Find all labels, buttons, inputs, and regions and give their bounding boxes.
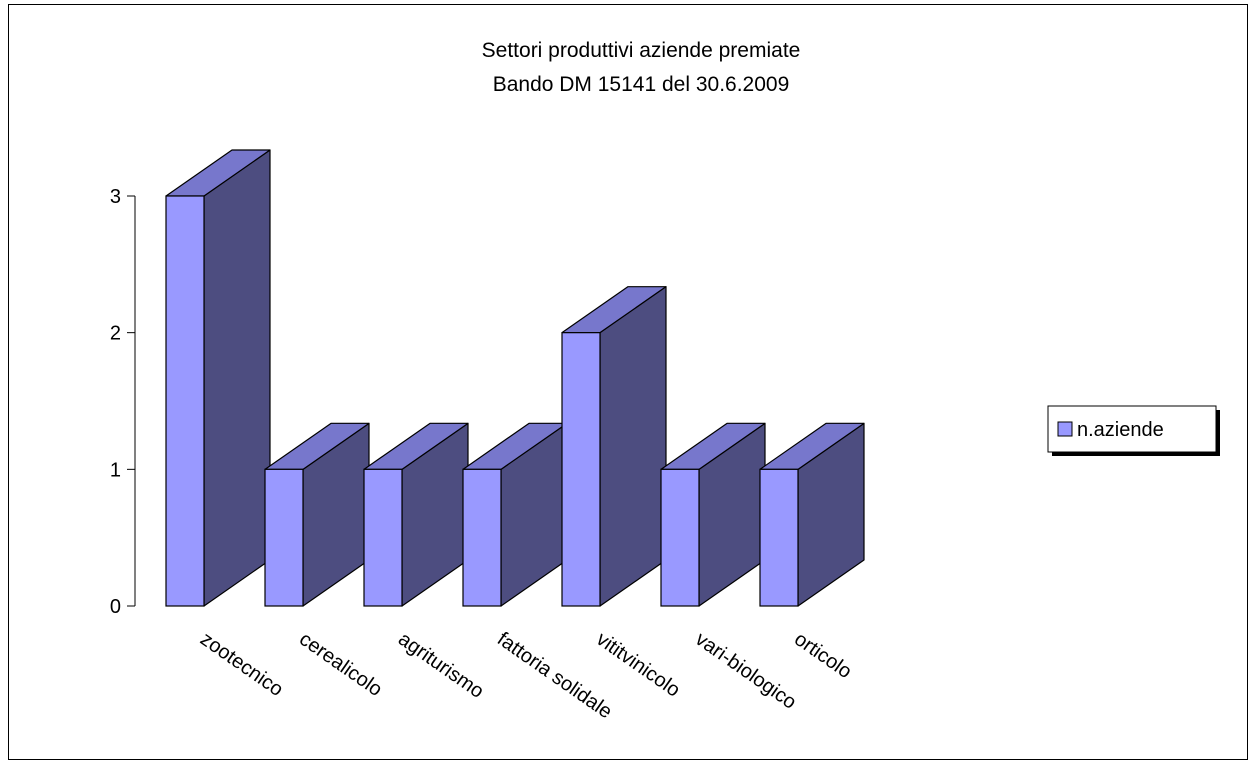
x-category-label: orticolo <box>790 628 855 683</box>
x-axis-labels: zootecnico cerealicolo agriturismo fattoria… <box>196 628 855 723</box>
bar-7 <box>759 422 865 607</box>
x-category-label: cerealicolo <box>295 628 386 701</box>
bar-front <box>165 195 205 607</box>
bar-front <box>264 468 304 607</box>
x-category-label: vititvinicolo <box>592 628 684 701</box>
legend-swatch <box>1057 421 1073 437</box>
y-tick-label: 2 <box>110 323 121 345</box>
bar-5 <box>561 286 667 607</box>
bar-chart: Settori produttivi aziende premiate Band… <box>110 39 1220 723</box>
bar-front <box>363 468 403 607</box>
y-tick-label: 1 <box>110 459 121 481</box>
y-axis: 0 1 2 3 <box>110 186 136 618</box>
y-tick-label: 0 <box>110 596 121 618</box>
legend-label: n.aziende <box>1077 419 1164 441</box>
chart-title-line-1: Settori produttivi aziende premiate <box>482 39 801 62</box>
bar-1 <box>165 149 271 607</box>
bar-4 <box>462 422 568 607</box>
bar-side <box>599 286 667 607</box>
bar-front <box>561 332 601 607</box>
bar-front <box>462 468 502 607</box>
chart-area: Settori produttivi aziende premiate Band… <box>8 4 1248 760</box>
bar-side <box>203 149 271 607</box>
legend: n.aziende <box>1047 405 1220 456</box>
y-tick-label: 3 <box>110 186 121 208</box>
bars <box>165 149 865 607</box>
bar-2 <box>264 422 370 607</box>
bar-3 <box>363 422 469 607</box>
bar-6 <box>660 422 766 607</box>
legend-box <box>1047 405 1217 453</box>
x-category-label: vari-biologico <box>691 628 800 714</box>
chart-title: Settori produttivi aziende premiate Band… <box>482 39 801 96</box>
x-category-label: agriturismo <box>394 628 488 703</box>
chart-title-line-2: Bando DM 15141 del 30.6.2009 <box>493 73 790 96</box>
bar-front <box>759 468 799 607</box>
x-category-label: zootecnico <box>196 628 287 701</box>
bar-front <box>660 468 700 607</box>
